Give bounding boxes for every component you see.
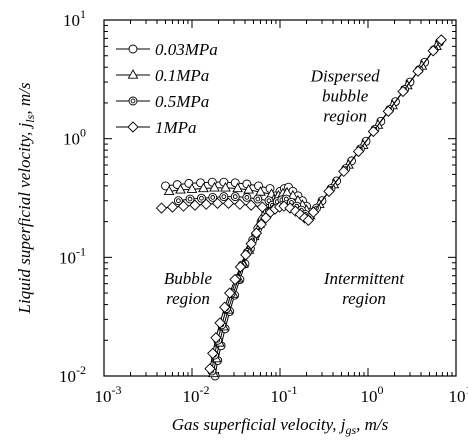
- data-point: [163, 185, 175, 195]
- legend-marker: [127, 69, 139, 79]
- x-tick-label: 10-1: [271, 383, 298, 406]
- data-point: [189, 199, 201, 211]
- data-point: [240, 249, 252, 261]
- data-point: [435, 34, 447, 46]
- legend-label: 0.5MPa: [155, 92, 209, 111]
- data-point: [243, 183, 254, 194]
- data-point: [284, 202, 296, 214]
- legend-marker: [127, 121, 139, 133]
- y-tick-label: 10-1: [59, 244, 86, 267]
- x-tick-label: 100: [361, 383, 384, 406]
- series-diamond: [155, 34, 447, 375]
- data-point: [352, 145, 365, 158]
- data-point: [204, 363, 216, 375]
- legend: 0.03MPa 0.1MPa 0.5MPa 1MPa: [116, 40, 218, 137]
- data-point: [382, 105, 394, 117]
- x-tick-label: 10-3: [95, 383, 122, 406]
- y-tick-label: 100: [63, 126, 86, 149]
- y-axis-label: Liquid superficial velocity, jls, m/s: [15, 82, 37, 314]
- data-point: [397, 85, 409, 98]
- region-label-line: bubble: [322, 87, 369, 106]
- series-circle-dot: [173, 45, 439, 376]
- legend-label: 1MPa: [155, 118, 197, 137]
- legend-entry: 0.03MPa: [116, 40, 218, 59]
- legend-entry: 0.5MPa: [116, 92, 209, 111]
- data-point: [219, 301, 231, 313]
- data-point: [234, 198, 246, 210]
- legend-label: 0.1MPa: [155, 66, 209, 85]
- data-point: [250, 227, 263, 239]
- data-point: [211, 197, 224, 209]
- data-point: [155, 202, 168, 214]
- data-point: [161, 181, 170, 191]
- axes-ticks: 10-3 10-2 10-1 100 101 10-2 10-1 100 101: [59, 7, 468, 406]
- data-point: [338, 165, 350, 178]
- data-point: [222, 197, 235, 209]
- data-point: [186, 183, 198, 193]
- x-axis-label: Gas superficial velocity, jgs, m/s: [172, 415, 389, 437]
- data-point: [196, 193, 206, 203]
- data-point: [166, 201, 179, 213]
- data-point: [207, 347, 219, 360]
- data-point: [219, 192, 229, 202]
- series-line-boundary: [214, 186, 289, 377]
- legend-marker: [128, 44, 138, 54]
- x-tick-label: 101: [449, 383, 468, 406]
- data-point: [185, 194, 195, 204]
- data-point: [323, 185, 335, 197]
- region-label-line: Bubble: [164, 269, 213, 288]
- data-point: [232, 182, 243, 193]
- data-point: [302, 214, 314, 226]
- data-point: [255, 218, 267, 230]
- data-point: [184, 178, 194, 188]
- data-point: [256, 201, 268, 213]
- data-point: [230, 192, 240, 202]
- data-point: [242, 192, 252, 202]
- legend-marker: [128, 96, 138, 106]
- data-point: [200, 198, 212, 210]
- data-point: [412, 65, 424, 77]
- x-tick-label: 10-2: [183, 383, 210, 406]
- data-point: [367, 125, 379, 138]
- series-line-diagonal: [313, 39, 442, 213]
- data-point: [427, 45, 439, 57]
- region-label-line: region: [342, 289, 386, 308]
- series-layer: [155, 34, 447, 381]
- data-point: [229, 273, 241, 286]
- series-line-plateau: [165, 181, 271, 190]
- data-point: [210, 332, 222, 344]
- data-point: [255, 186, 266, 196]
- data-point: [224, 287, 236, 299]
- region-labels: DispersedbubbleregionBubbleregionIntermi…: [164, 67, 405, 308]
- data-point: [208, 192, 218, 202]
- y-tick-label: 10-2: [59, 363, 86, 386]
- data-point: [214, 317, 226, 329]
- data-point: [245, 238, 257, 250]
- data-point: [220, 181, 231, 192]
- legend-entry: 1MPa: [116, 118, 197, 137]
- data-point: [253, 194, 263, 204]
- data-point: [175, 183, 186, 194]
- data-point: [234, 261, 247, 273]
- data-point: [173, 196, 183, 206]
- y-tick-label: 101: [63, 7, 86, 30]
- region-label-line: region: [323, 107, 367, 126]
- data-point: [307, 206, 320, 218]
- legend-label: 0.03MPa: [155, 40, 218, 59]
- data-point: [245, 199, 257, 211]
- data-point: [198, 182, 209, 193]
- legend-entry: 0.1MPa: [116, 66, 209, 85]
- series-line-plateau: [169, 187, 272, 195]
- region-label-line: Dispersed: [310, 67, 380, 86]
- region-label-line: Intermittent: [323, 269, 406, 288]
- data-point: [177, 200, 190, 212]
- data-point: [209, 181, 220, 192]
- data-point: [294, 208, 306, 221]
- region-label-line: region: [166, 289, 210, 308]
